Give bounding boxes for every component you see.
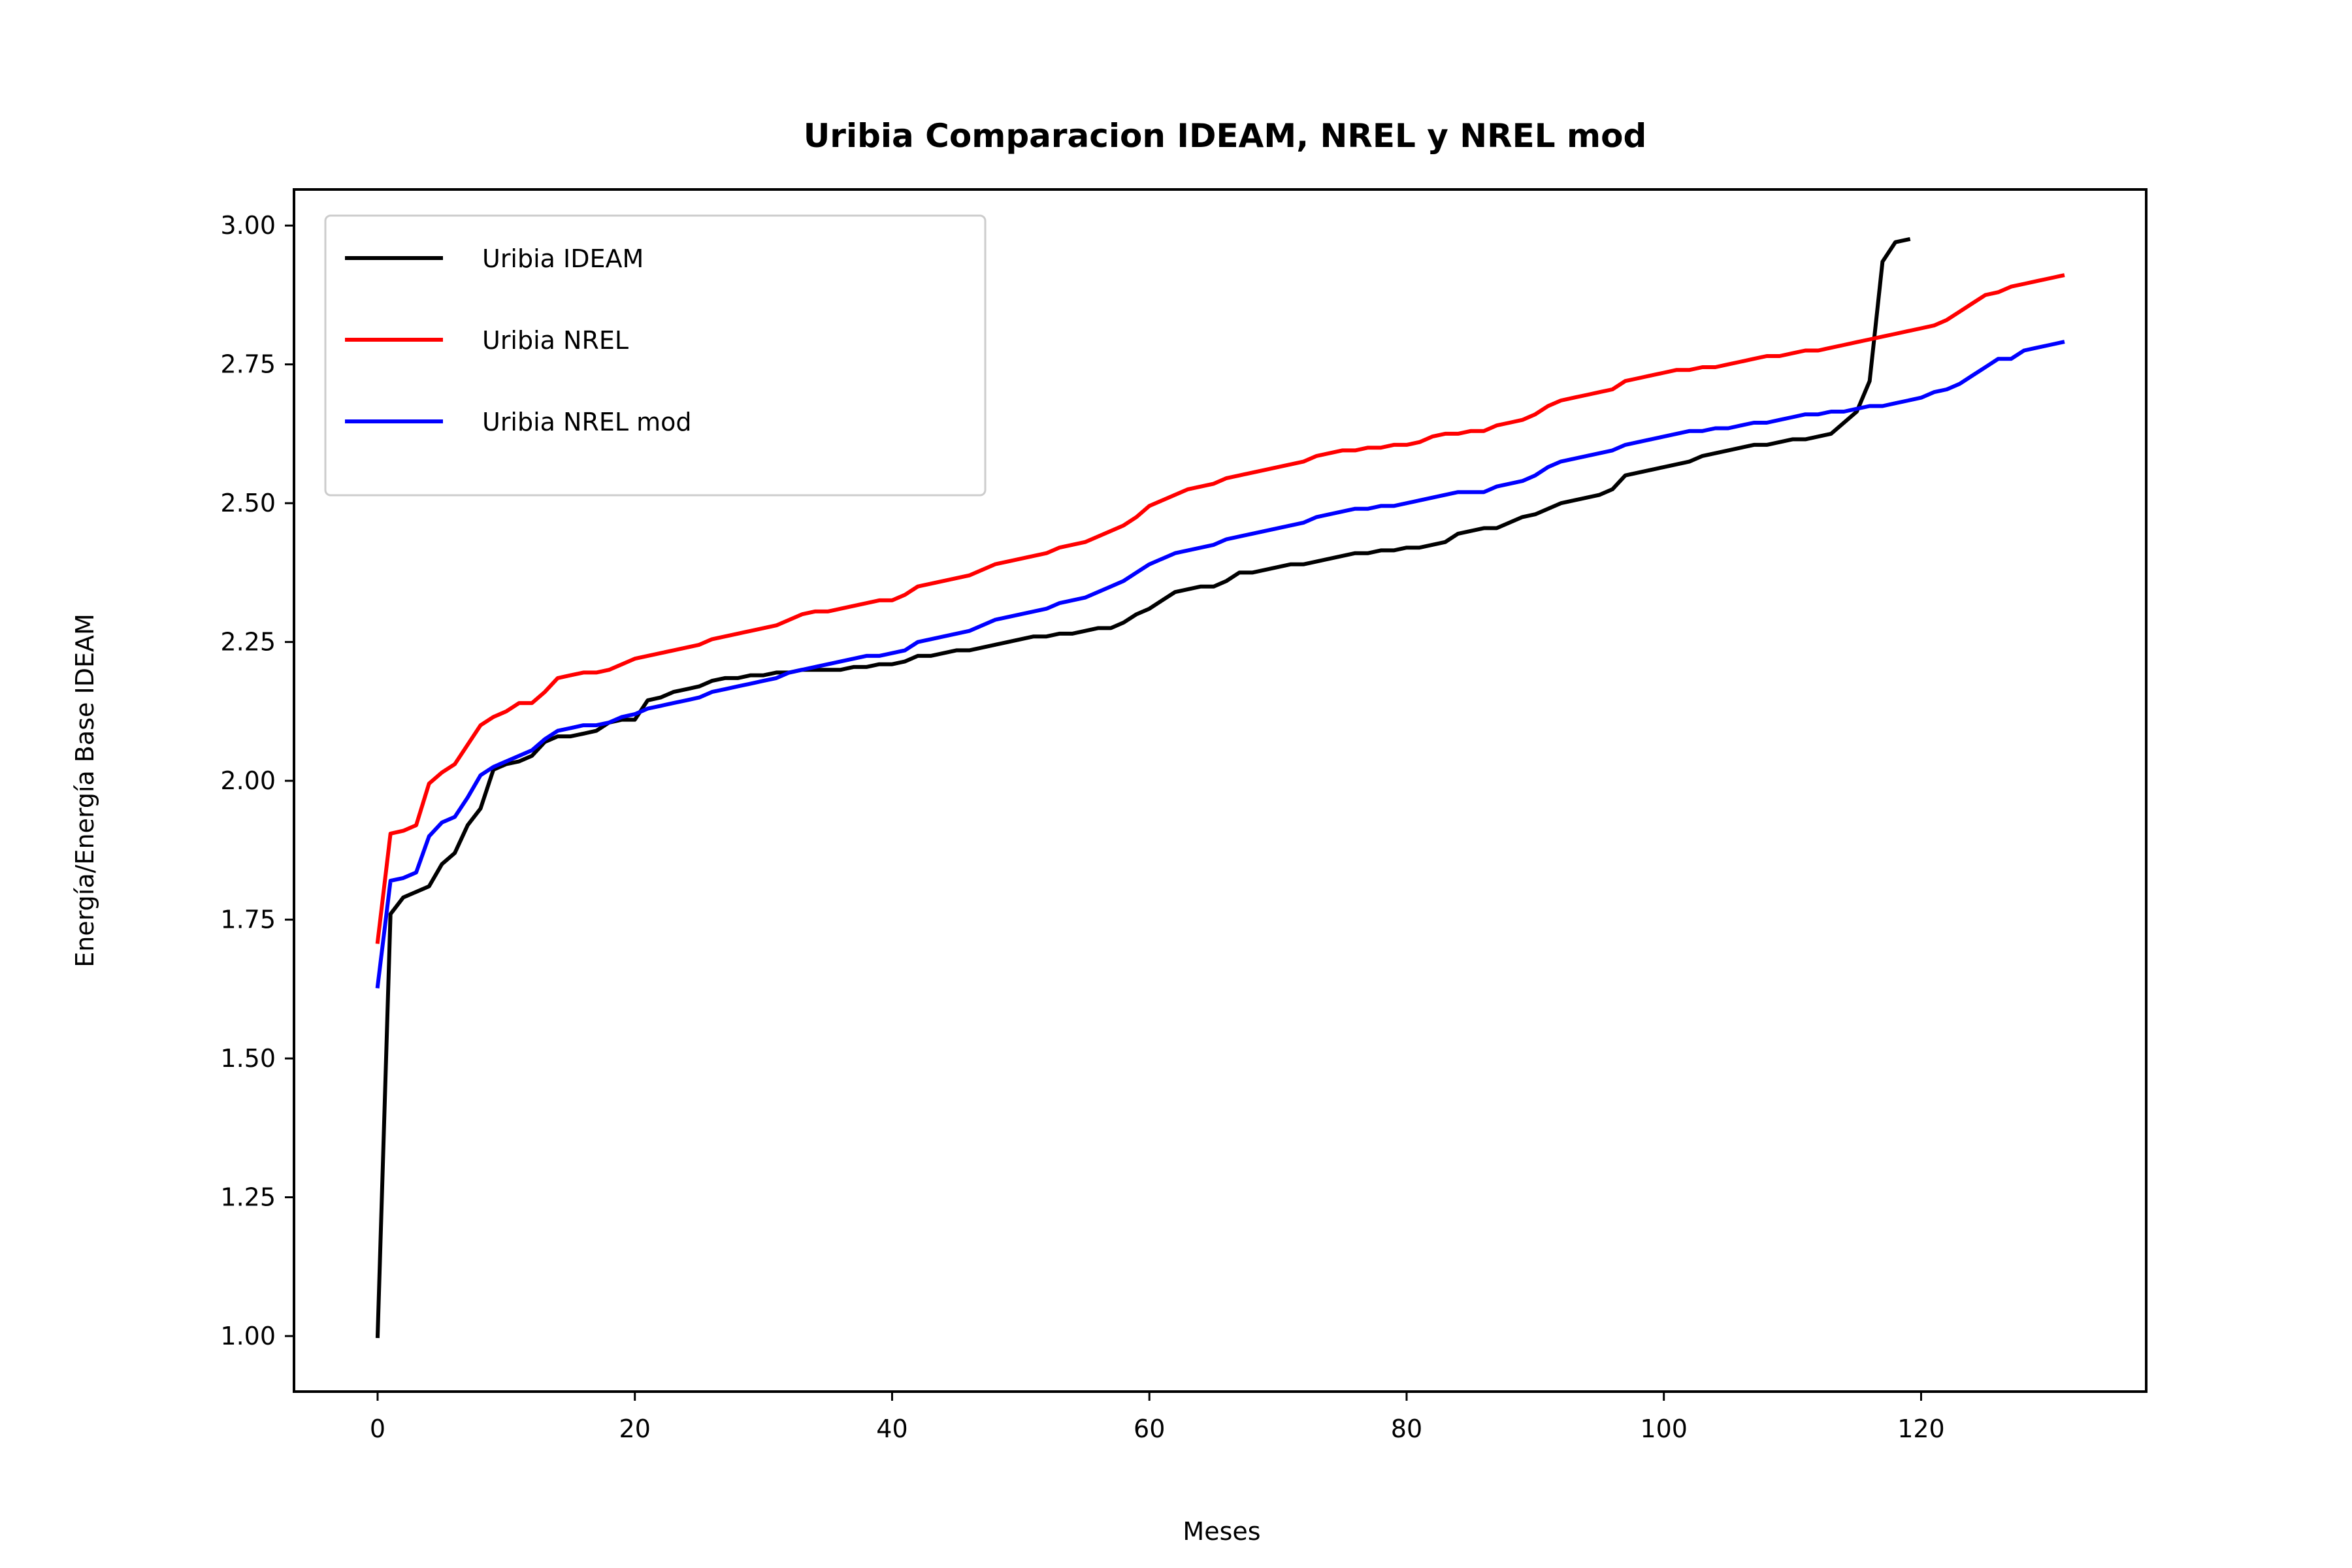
legend-label: Uribia NREL [482,326,629,355]
y-tick-label: 1.50 [220,1044,276,1073]
legend: Uribia IDEAM Uribia NREL Uribia NREL mod [324,214,987,497]
x-axis: 0 20 40 60 80 100 120 [370,1392,1945,1443]
series-line-2 [375,340,2065,988]
y-tick-label: 1.25 [220,1183,276,1212]
series-line-0 [375,237,1911,1339]
x-tick-label: 60 [1134,1414,1165,1443]
y-axis: 1.00 1.25 1.50 1.75 2.00 2.25 2.50 2.75 3.00 [220,211,294,1350]
x-tick-label: 40 [876,1414,907,1443]
y-axis-label: Energía/Energía Base IDEAM [71,613,99,968]
x-axis-label: Meses [1183,1517,1260,1546]
series-layer [375,237,2065,1339]
x-tick-label: 0 [370,1414,385,1443]
x-tick-label: 80 [1391,1414,1422,1443]
x-tick-label: 100 [1640,1414,1688,1443]
y-tick-label: 1.00 [220,1322,276,1350]
y-tick-label: 2.00 [220,766,276,795]
y-tick-label: 3.00 [220,211,276,240]
y-tick-label: 2.75 [220,350,276,379]
y-tick-label: 2.50 [220,489,276,517]
legend-box [324,214,987,497]
chart-title: Uribia Comparacion IDEAM, NREL y NREL mo… [804,117,1647,155]
y-tick-label: 1.75 [220,906,276,934]
series-line-1 [375,273,2065,944]
y-tick-label: 2.25 [220,628,276,657]
x-tick-label: 20 [619,1414,651,1443]
x-tick-label: 120 [1897,1414,1945,1443]
plot-frame [293,188,2148,1393]
legend-label: Uribia IDEAM [482,244,644,273]
legend-label: Uribia NREL mod [482,408,692,436]
